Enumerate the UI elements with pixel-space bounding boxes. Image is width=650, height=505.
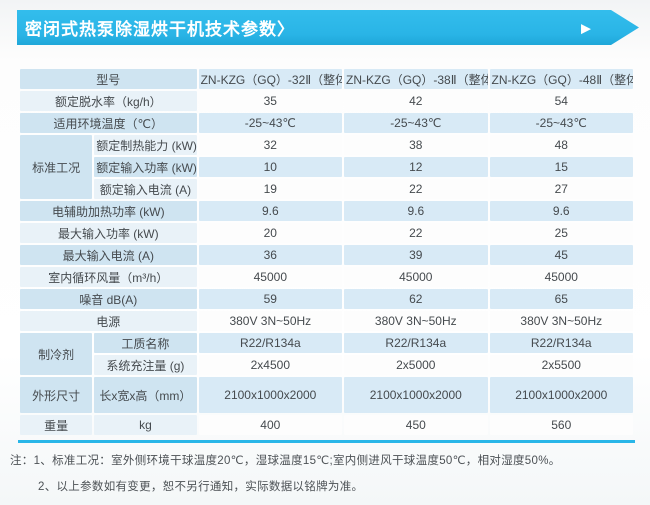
- spec-label-cell: 系统充注量 (g): [94, 355, 197, 375]
- spec-value-cell: 9.6: [344, 201, 488, 221]
- spec-label-cell: 适用环境温度（℃）: [20, 113, 197, 133]
- play-arrow-icon: ▶: [581, 20, 591, 35]
- model-header-label: 型号: [20, 69, 197, 89]
- table-row: 适用环境温度（℃） -25~43℃ -25~43℃ -25~43℃: [20, 113, 633, 133]
- footnote-1: 注：1、标准工况：室外侧环境干球温度20℃，湿球温度15℃;室内侧进风干球温度5…: [10, 455, 561, 467]
- group-label-cell: 标准工况: [20, 135, 93, 199]
- table-row: 外形尺寸 长x宽x高（mm） 2100x1000x2000 2100x1000x200…: [20, 377, 633, 413]
- spec-value-cell: 15: [489, 157, 633, 177]
- spec-value-cell: 2100x1000x2000: [489, 377, 633, 413]
- spec-label-cell: 室内循环风量（m³/h）: [20, 267, 197, 287]
- spec-value-cell: 45: [489, 245, 633, 265]
- spec-table: 型号 ZN-KZG（GQ）-32Ⅱ（整体） ZN-KZG（GQ）-38Ⅱ（整体）…: [18, 67, 635, 437]
- spec-value-cell: 36: [198, 245, 343, 265]
- spec-value-cell: 59: [198, 289, 343, 309]
- spec-value-cell: 35: [198, 91, 343, 111]
- spec-value-cell: 380V 3N~50Hz: [198, 311, 343, 331]
- spec-label-cell: 长x宽x高（mm）: [94, 377, 197, 413]
- spec-label-cell: 额定输入功率 (kW): [94, 157, 197, 177]
- spec-value-cell: 380V 3N~50Hz: [489, 311, 633, 331]
- spec-value-cell: 48: [489, 135, 633, 155]
- spec-value-cell: 12: [344, 157, 488, 177]
- spec-value-cell: 22: [344, 179, 488, 199]
- table-header-row: 型号 ZN-KZG（GQ）-32Ⅱ（整体） ZN-KZG（GQ）-38Ⅱ（整体）…: [20, 69, 633, 89]
- spec-value-cell: 560: [489, 415, 633, 435]
- spec-value-cell: 54: [489, 91, 633, 111]
- spec-label-cell: kg: [94, 415, 197, 435]
- spec-value-cell: R22/R134a: [344, 333, 488, 353]
- table-row: 最大输入电流 (A) 36 39 45: [20, 245, 633, 265]
- spec-value-cell: 20: [198, 223, 343, 243]
- spec-value-cell: 10: [198, 157, 343, 177]
- model-name: ZN-KZG（GQ）-48Ⅱ（整体）: [489, 69, 633, 89]
- table-row: 系统充注量 (g) 2x4500 2x5000 2x5500: [20, 355, 633, 375]
- table-row: 额定脱水率（kg/h） 35 42 54: [20, 91, 633, 111]
- table-row: 最大输入功率 (kW) 20 22 25: [20, 223, 633, 243]
- spec-value-cell: 65: [489, 289, 633, 309]
- group-label-cell: 外形尺寸: [20, 377, 93, 413]
- model-name: ZN-KZG（GQ）-38Ⅱ（整体）: [344, 69, 488, 89]
- spec-value-cell: 38: [344, 135, 488, 155]
- spec-value-cell: 2x5000: [344, 355, 488, 375]
- spec-label-cell: 电辅助加热功率 (kW): [20, 201, 197, 221]
- table-row: 额定输入功率 (kW) 10 12 15: [20, 157, 633, 177]
- spec-label-cell: 额定输入电流 (A): [94, 179, 197, 199]
- table-row: 电辅助加热功率 (kW) 9.6 9.6 9.6: [20, 201, 633, 221]
- spec-label-cell: 电源: [20, 311, 197, 331]
- spec-label-cell: 额定制热能力 (kW): [94, 135, 197, 155]
- spec-value-cell: 19: [198, 179, 343, 199]
- spec-value-cell: 27: [489, 179, 633, 199]
- page-title: 密闭式热泵除湿烘干机技术参数〉: [25, 20, 295, 39]
- spec-label-cell: 噪音 dB(A): [20, 289, 197, 309]
- spec-value-cell: 45000: [344, 267, 488, 287]
- spec-value-cell: 22: [344, 223, 488, 243]
- spec-value-cell: 39: [344, 245, 488, 265]
- group-label-cell: 重量: [20, 415, 93, 435]
- spec-value-cell: 2x5500: [489, 355, 633, 375]
- spec-value-cell: 2100x1000x2000: [344, 377, 488, 413]
- table-row: 重量 kg 400 450 560: [20, 415, 633, 435]
- spec-value-cell: 2100x1000x2000: [198, 377, 343, 413]
- spec-value-cell: -25~43℃: [198, 113, 343, 133]
- spec-value-cell: 42: [344, 91, 488, 111]
- table-row: 室内循环风量（m³/h） 45000 45000 45000: [20, 267, 633, 287]
- spec-value-cell: 9.6: [198, 201, 343, 221]
- footnote-2: 2、以上参数如有变更，恕不另行通知，实际数据以铭牌为准。: [38, 481, 364, 493]
- spec-value-cell: -25~43℃: [489, 113, 633, 133]
- spec-value-cell: 400: [198, 415, 343, 435]
- spec-label-cell: 工质名称: [94, 333, 197, 353]
- table-row: 制冷剂 工质名称 R22/R134a R22/R134a R22/R134a: [20, 333, 633, 375]
- spec-value-cell: 2x4500: [198, 355, 343, 375]
- spec-label-cell: 最大输入电流 (A): [20, 245, 197, 265]
- spec-value-cell: 25: [489, 223, 633, 243]
- spec-value-cell: 45000: [489, 267, 633, 287]
- group-label-cell: 制冷剂: [20, 333, 93, 375]
- spec-value-cell: 62: [344, 289, 488, 309]
- spec-value-cell: 45000: [198, 267, 343, 287]
- table-row: 电源 380V 3N~50Hz 380V 3N~50Hz 380V 3N~50Hz: [20, 311, 633, 331]
- table-row: 噪音 dB(A) 59 62 65: [20, 289, 633, 309]
- model-name: ZN-KZG（GQ）-32Ⅱ（整体）: [198, 69, 343, 89]
- section-title-banner: 密闭式热泵除湿烘干机技术参数〉 ▶: [17, 10, 639, 45]
- spec-label-cell: 额定脱水率（kg/h）: [20, 91, 197, 111]
- spec-value-cell: 450: [344, 415, 488, 435]
- spec-value-cell: 9.6: [489, 201, 633, 221]
- spec-value-cell: R22/R134a: [198, 333, 343, 353]
- table-row: 额定输入电流 (A) 19 22 27: [20, 179, 633, 199]
- spec-value-cell: 380V 3N~50Hz: [344, 311, 488, 331]
- spec-value-cell: -25~43℃: [344, 113, 488, 133]
- spec-label-cell: 最大输入功率 (kW): [20, 223, 197, 243]
- spec-value-cell: R22/R134a: [489, 333, 633, 353]
- spec-value-cell: 32: [198, 135, 343, 155]
- table-bottom-accent-line: [18, 440, 635, 443]
- table-row: 标准工况 额定制热能力 (kW) 32 38 48: [20, 135, 633, 199]
